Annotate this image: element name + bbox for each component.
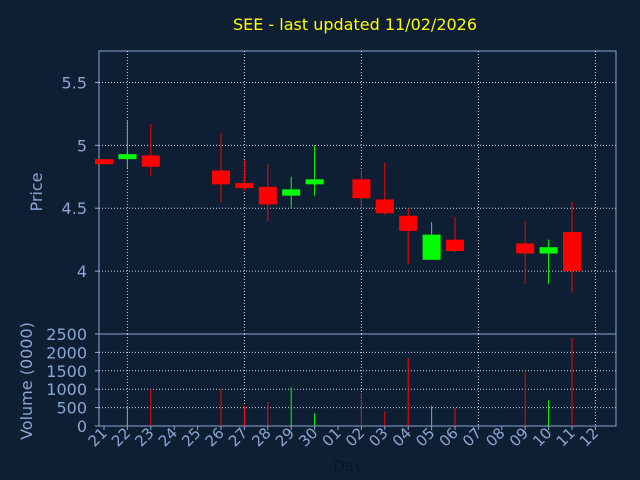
candle-body xyxy=(235,183,254,189)
volume-tick-label: 2500 xyxy=(46,325,87,344)
x-tick-label: 06 xyxy=(436,424,462,450)
x-tick-label: 30 xyxy=(295,424,321,450)
x-tick-label: 03 xyxy=(365,424,391,450)
price-axis-label: Price xyxy=(27,172,46,211)
candle-body xyxy=(422,234,441,260)
x-tick-label: 22 xyxy=(108,424,134,450)
x-axis-label: Day xyxy=(333,457,363,475)
x-tick-label: 08 xyxy=(482,424,508,450)
candle-body xyxy=(399,215,418,231)
price-panel: 5.5 5 4.5 4 Price xyxy=(27,50,617,335)
x-tick-label: 10 xyxy=(529,424,555,450)
candle-body xyxy=(352,179,371,199)
x-tick-label: 29 xyxy=(272,424,298,450)
price-tick-label: 4.5 xyxy=(62,199,87,218)
volume-gridlines xyxy=(99,334,616,426)
candle-body xyxy=(305,179,324,185)
candle-body xyxy=(563,232,581,272)
candle-body xyxy=(446,239,464,251)
candle-body xyxy=(141,155,160,167)
x-tick-label: 02 xyxy=(342,424,368,450)
price-y-tick-labels: 5.5 5 4.5 4 xyxy=(62,73,99,281)
candle-body xyxy=(375,199,394,214)
x-tick-label: 11 xyxy=(553,424,579,450)
x-tick-label: 09 xyxy=(506,424,532,450)
candle-body xyxy=(258,186,277,205)
chart-title: SEE - last updated 11/02/2026 xyxy=(233,15,477,34)
x-tick-label: 24 xyxy=(155,424,181,450)
price-candles xyxy=(95,120,581,293)
x-tick-label: 28 xyxy=(248,424,274,450)
candle-body xyxy=(516,243,535,254)
candle-body xyxy=(282,189,301,196)
volume-tick-label: 2000 xyxy=(46,343,87,362)
candle-body xyxy=(118,154,137,160)
volume-bars xyxy=(126,337,573,426)
price-tick-label: 5.5 xyxy=(62,73,87,92)
volume-tick-label: 0 xyxy=(77,417,87,436)
candle-body xyxy=(212,170,230,185)
x-tick-label: 25 xyxy=(178,424,204,450)
x-tick-label: 23 xyxy=(131,424,157,450)
x-tick-label: 27 xyxy=(225,424,251,450)
volume-plot-border xyxy=(98,333,617,427)
candle-body xyxy=(539,247,558,254)
x-tick-label: 01 xyxy=(319,424,345,450)
price-tick-label: 4 xyxy=(77,262,87,281)
volume-tick-label: 500 xyxy=(56,399,87,418)
price-tick-label: 5 xyxy=(77,136,87,155)
x-tick-label: 12 xyxy=(576,424,602,450)
x-tick-labels: 2122232425262728293001020304050607080910… xyxy=(85,424,603,450)
volume-tick-label: 1000 xyxy=(46,380,87,399)
x-tick-label: 05 xyxy=(412,424,438,450)
x-tick-label: 07 xyxy=(459,424,485,450)
x-tick-label: 04 xyxy=(389,424,415,450)
candle-body xyxy=(95,159,113,165)
volume-tick-label: 1500 xyxy=(46,362,87,381)
volume-axis-label: Volume (0000) xyxy=(17,322,36,440)
x-tick-label: 21 xyxy=(85,424,111,450)
x-tick-label: 26 xyxy=(202,424,228,450)
